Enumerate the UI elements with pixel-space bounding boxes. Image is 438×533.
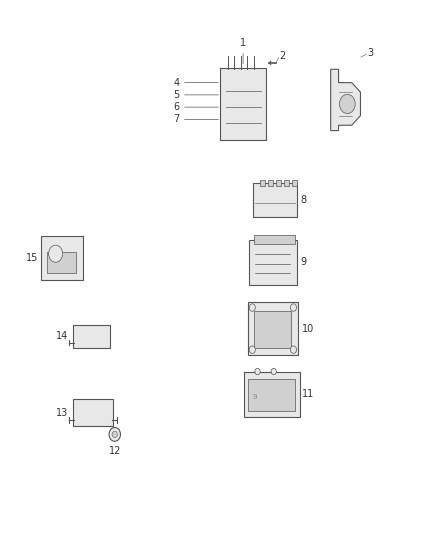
FancyBboxPatch shape	[276, 180, 281, 186]
Circle shape	[112, 431, 117, 438]
Circle shape	[271, 368, 276, 375]
Text: 7: 7	[173, 115, 180, 124]
FancyBboxPatch shape	[268, 180, 273, 186]
Text: 13: 13	[56, 408, 68, 417]
Text: 12: 12	[109, 446, 121, 456]
FancyBboxPatch shape	[254, 235, 295, 244]
Circle shape	[249, 346, 255, 353]
Circle shape	[109, 427, 120, 441]
Text: 1: 1	[240, 38, 246, 64]
Text: 8: 8	[300, 195, 306, 205]
Text: 15: 15	[26, 253, 39, 263]
FancyBboxPatch shape	[253, 183, 297, 217]
FancyBboxPatch shape	[248, 302, 298, 355]
Text: 11: 11	[302, 390, 314, 399]
FancyBboxPatch shape	[284, 180, 289, 186]
FancyBboxPatch shape	[292, 180, 297, 186]
FancyBboxPatch shape	[249, 240, 297, 285]
Text: 10: 10	[302, 324, 314, 334]
FancyBboxPatch shape	[248, 379, 295, 411]
Text: 9: 9	[253, 393, 257, 400]
Text: 14: 14	[56, 332, 68, 341]
Circle shape	[49, 245, 63, 262]
FancyBboxPatch shape	[244, 372, 300, 417]
FancyBboxPatch shape	[220, 68, 266, 140]
Text: 9: 9	[300, 257, 306, 267]
Circle shape	[255, 368, 260, 375]
Text: 3: 3	[367, 49, 373, 58]
FancyBboxPatch shape	[41, 236, 83, 280]
Circle shape	[290, 346, 297, 353]
FancyBboxPatch shape	[73, 399, 113, 426]
Polygon shape	[331, 69, 360, 131]
FancyBboxPatch shape	[73, 325, 110, 348]
FancyBboxPatch shape	[254, 311, 291, 348]
Text: 4: 4	[173, 78, 180, 87]
Text: 2: 2	[279, 51, 286, 61]
FancyBboxPatch shape	[260, 180, 265, 186]
Text: 6: 6	[173, 102, 180, 112]
Circle shape	[290, 304, 297, 311]
Text: 5: 5	[173, 90, 180, 100]
Circle shape	[249, 304, 255, 311]
Circle shape	[339, 94, 355, 114]
FancyBboxPatch shape	[47, 252, 76, 273]
